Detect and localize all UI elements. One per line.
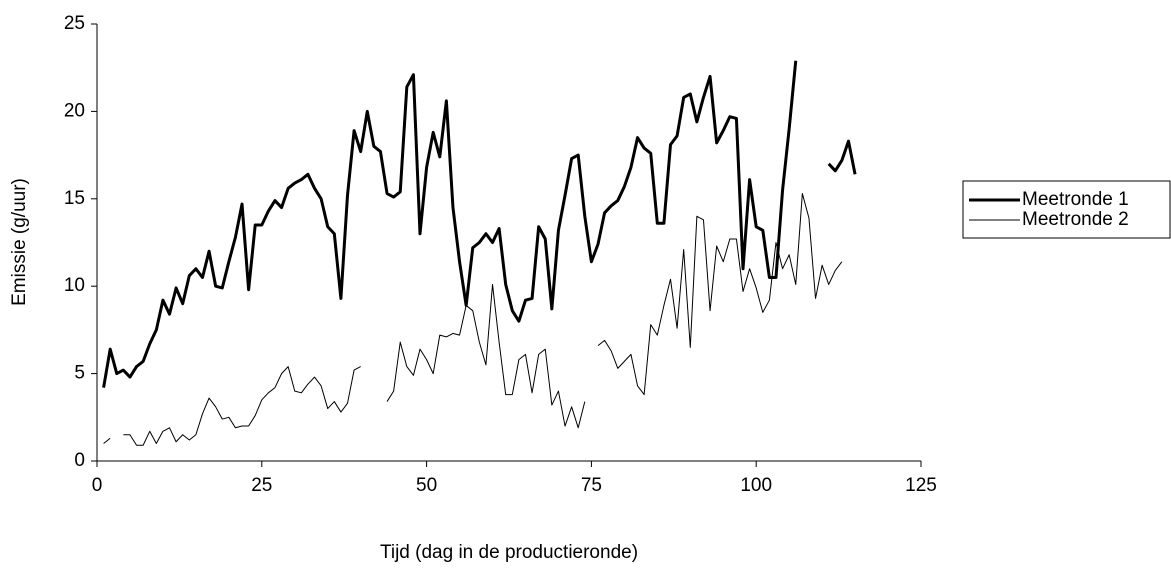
x-tick-label: 50 [416, 475, 437, 496]
x-tick-label: 25 [251, 475, 272, 496]
x-axis-title: Tijd (dag in de productieronde) [380, 542, 638, 563]
x-tick-label: 125 [905, 475, 937, 496]
x-tick-label: 75 [581, 475, 602, 496]
y-axis-title: Emissie (g/uur) [9, 178, 30, 306]
legend-label: Meetronde 2 [1022, 209, 1129, 230]
y-tick-label: 5 [74, 363, 85, 384]
x-tick-label: 0 [92, 475, 103, 496]
y-tick-label: 25 [64, 13, 85, 34]
x-tick-label: 100 [740, 475, 772, 496]
series-line [102, 60, 857, 388]
series-line [103, 193, 843, 446]
y-tick-label: 15 [64, 188, 85, 209]
y-tick-label: 10 [64, 275, 85, 296]
legend-label: Meetronde 1 [1022, 189, 1129, 210]
legend-box [962, 180, 1171, 239]
y-tick-label: 0 [74, 450, 85, 471]
y-tick-label: 20 [64, 100, 85, 121]
